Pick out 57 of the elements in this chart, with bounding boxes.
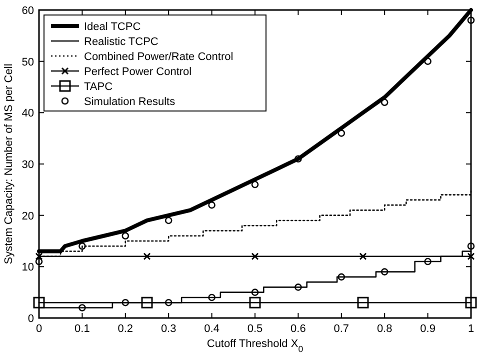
point — [380, 268, 388, 276]
x-tick-label: 0.3 — [160, 323, 176, 335]
x-tick-label: 0.4 — [204, 323, 220, 335]
x-tick-label: 0.7 — [334, 323, 350, 335]
y-tick-label: 20 — [22, 210, 34, 222]
point — [359, 252, 367, 260]
y-tick-label: 0 — [28, 313, 34, 325]
y-tick-label: 50 — [22, 56, 34, 68]
point — [357, 296, 369, 308]
point — [141, 296, 153, 308]
x-tick-label: 0.8 — [376, 323, 392, 335]
point — [380, 98, 388, 106]
point — [294, 284, 302, 291]
point — [33, 296, 45, 308]
point — [35, 252, 43, 260]
y-tick-label: 60 — [22, 5, 34, 17]
point — [467, 242, 475, 250]
x-tick-label: 0.2 — [118, 323, 134, 335]
point — [164, 298, 172, 306]
point — [467, 16, 475, 24]
point — [122, 232, 130, 240]
point — [424, 58, 432, 65]
point — [35, 258, 43, 266]
legend-label: TAPC — [84, 81, 113, 93]
point — [78, 304, 86, 312]
x-tick-label: 0 — [36, 323, 42, 335]
point — [164, 216, 172, 224]
y-tick-label: 10 — [22, 262, 34, 274]
x-tick-label: 0.6 — [290, 323, 306, 335]
x-tick-label: 0.9 — [420, 323, 436, 335]
point — [208, 294, 216, 302]
legend-label: Perfect Power Control — [84, 66, 192, 78]
point — [338, 273, 346, 281]
point — [465, 296, 477, 308]
legend-label: Simulation Results — [84, 96, 176, 108]
point — [251, 288, 259, 296]
x-tick-label: 0.1 — [74, 323, 90, 335]
y-tick-label: 30 — [22, 159, 34, 171]
point — [424, 258, 432, 266]
legend-label: Realistic TCPC — [84, 36, 158, 48]
x-tick-label: 0.5 — [247, 323, 263, 335]
point — [251, 180, 259, 188]
point — [208, 201, 216, 209]
x-axis-title: Cutoff Threshold X$_{0}$ — [206, 338, 304, 354]
point — [467, 252, 475, 260]
point — [78, 242, 86, 250]
point — [143, 252, 151, 260]
point — [249, 296, 261, 308]
legend-label: Combined Power/Rate Control — [84, 51, 234, 63]
point — [294, 155, 302, 163]
point — [251, 252, 259, 260]
y-axis-title: System Capacity: Number of MS per Cell — [3, 64, 15, 264]
point — [338, 130, 346, 137]
legend-label: Ideal TCPC — [84, 21, 141, 33]
y-tick-label: 40 — [22, 108, 34, 120]
x-tick-label: 1 — [468, 323, 474, 335]
point — [122, 298, 130, 306]
